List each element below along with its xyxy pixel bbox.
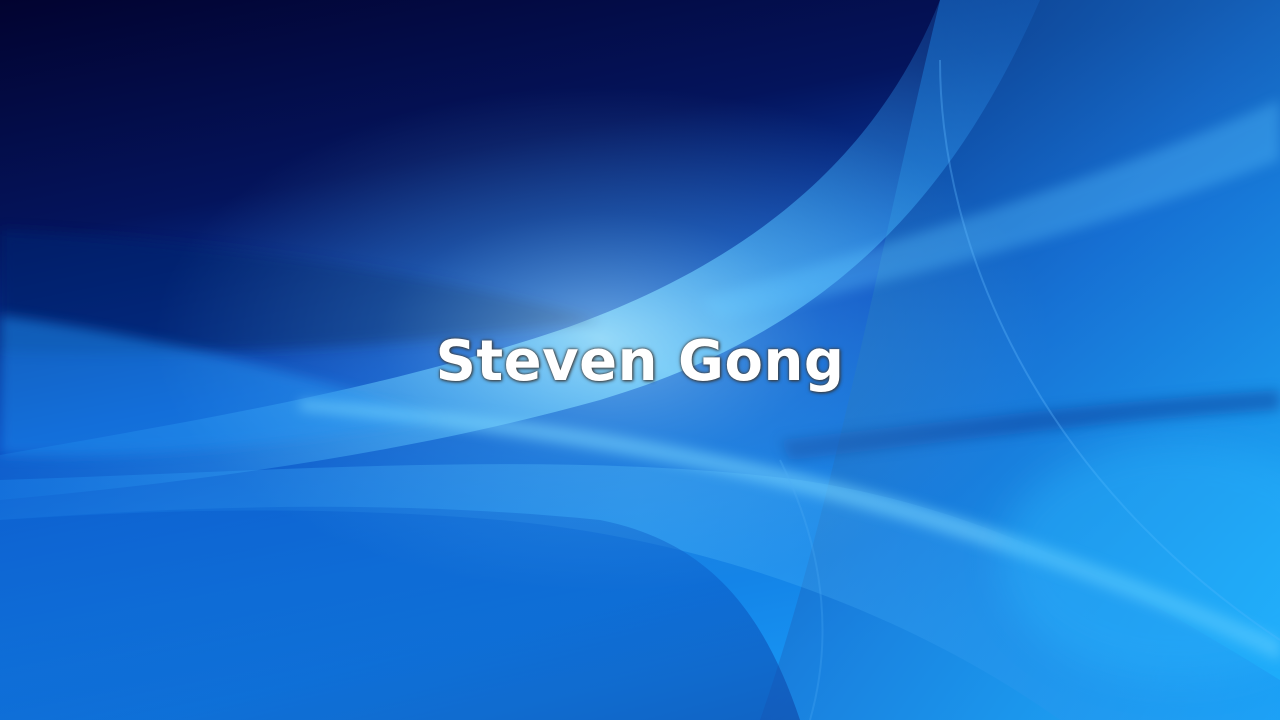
slide-title: Steven Gong	[435, 329, 845, 394]
